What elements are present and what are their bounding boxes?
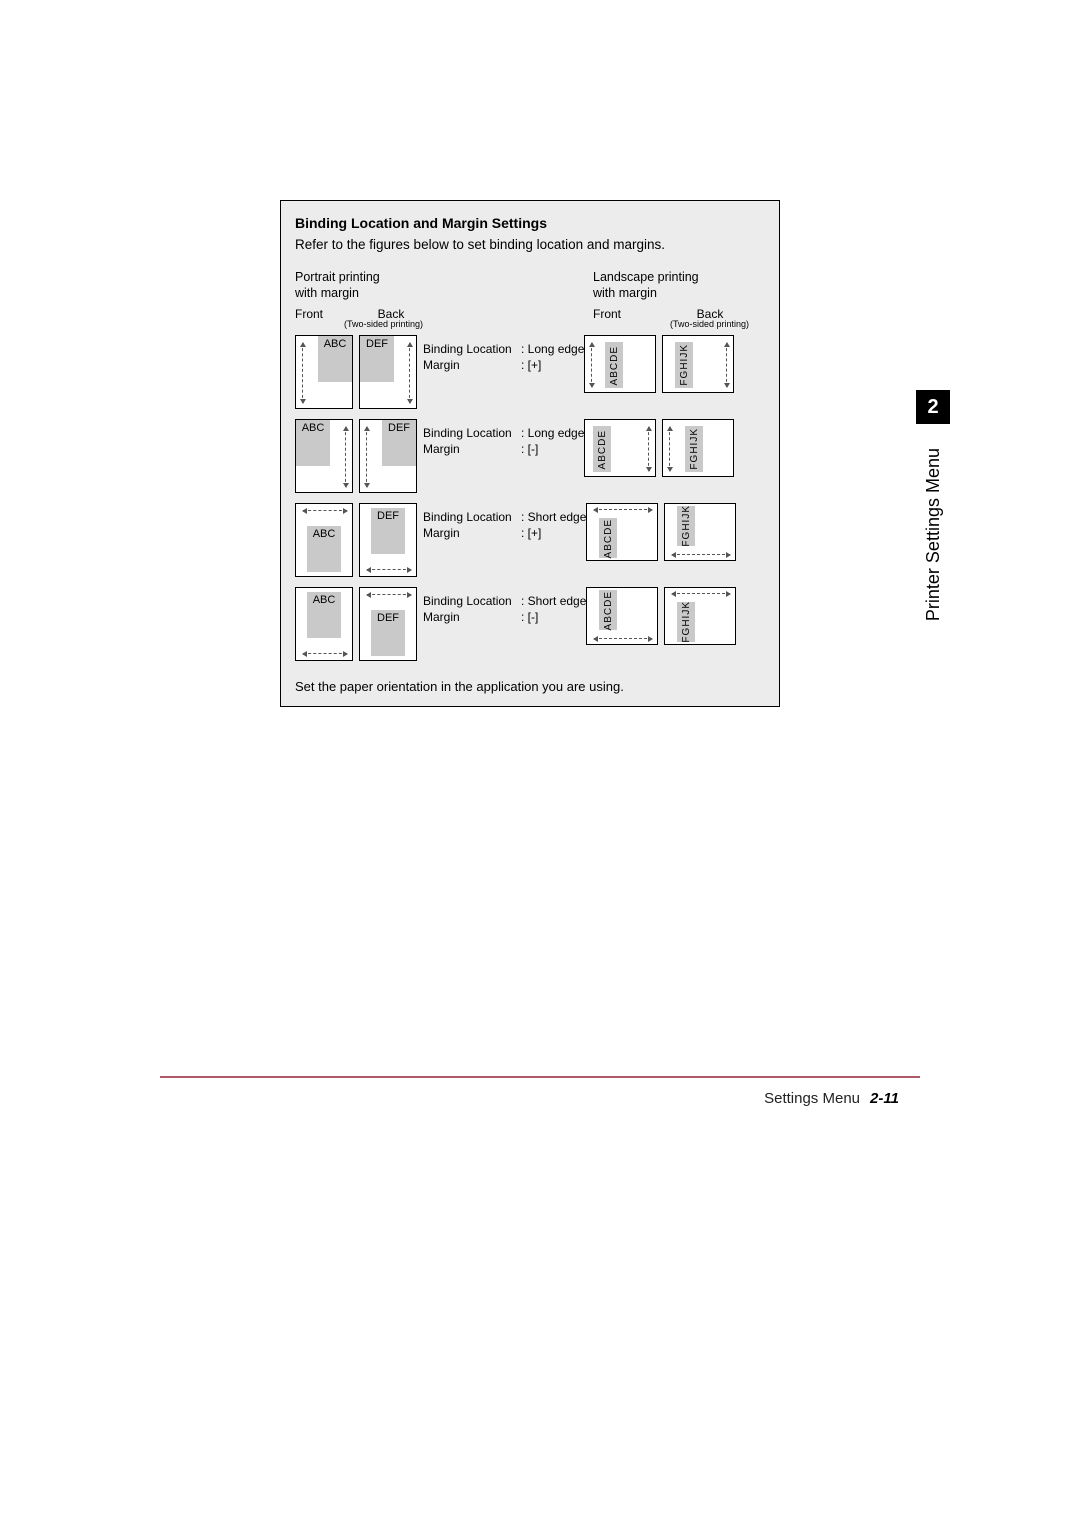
margin-value: [-] [528, 610, 539, 624]
text-block: ABCDE [599, 518, 617, 558]
column-heads: Portrait printing with margin Front Back… [295, 270, 765, 329]
margin-label: Margin [423, 525, 521, 541]
margin-arrow-icon [367, 569, 411, 570]
margin-label: Margin [423, 357, 521, 373]
text-block: DEF [382, 420, 416, 466]
page-content: Binding Location and Margin Settings Ref… [160, 0, 920, 1528]
margin-arrow-icon [303, 653, 347, 654]
binding-value: Short edge [528, 594, 587, 608]
margin-arrow-icon [672, 593, 730, 594]
landscape-head-line2: with margin [593, 286, 657, 300]
margin-arrow-icon [672, 554, 730, 555]
portrait-head-line1: Portrait printing [295, 270, 380, 284]
text-block: ABC [296, 420, 330, 466]
margin-arrow-icon [302, 343, 303, 403]
footer-page-number: 2-11 [870, 1090, 920, 1107]
text-block: ABCDE [599, 590, 617, 630]
portrait-head: Portrait printing with margin [295, 270, 423, 301]
row-desc: Binding Location: Short edge Margin: [-] [423, 587, 586, 625]
margin-arrow-icon [669, 427, 670, 471]
margin-arrow-icon [366, 427, 367, 487]
row-short-minus: ABC DEF Binding Location: Short edge Mar… [295, 587, 765, 661]
margin-value: [-] [528, 442, 539, 456]
margin-arrow-icon [726, 343, 727, 387]
text-block: ABC [307, 592, 341, 638]
portrait-front-sheet: ABC [295, 503, 353, 577]
portrait-back-sheet: DEF [359, 335, 417, 409]
margin-value: [+] [528, 358, 542, 372]
footer-rule [160, 1076, 920, 1078]
binding-value: Long edge [528, 342, 585, 356]
text-block: DEF [371, 508, 405, 554]
binding-value: Short edge [528, 510, 587, 524]
text-block: DEF [360, 336, 394, 382]
example-rows: ABC DEF Binding Location: Long edge Marg… [295, 335, 765, 661]
margin-arrow-icon [409, 343, 410, 403]
landscape-back-sheet: FGHIJK [664, 587, 736, 645]
row-desc: Binding Location: Long edge Margin: [-] [423, 419, 584, 457]
panel-note: Set the paper orientation in the applica… [295, 679, 765, 694]
portrait-back-sheet: DEF [359, 587, 417, 661]
text-block: ABCDE [593, 426, 611, 472]
margin-value: [+] [528, 526, 542, 540]
text-block: ABC [307, 526, 341, 572]
margin-arrow-icon [594, 509, 652, 510]
portrait-front-sheet: ABC [295, 587, 353, 661]
portrait-back-sheet: DEF [359, 419, 417, 493]
text-block: ABCDE [605, 342, 623, 388]
text-block: FGHIJK [677, 506, 695, 546]
chapter-label: Printer Settings Menu [916, 430, 950, 640]
binding-value: Long edge [528, 426, 585, 440]
margin-arrow-icon [303, 510, 347, 511]
portrait-front-sheet: ABC [295, 419, 353, 493]
landscape-back-sheet: FGHIJK [662, 335, 734, 393]
binding-label: Binding Location [423, 509, 521, 525]
text-block: FGHIJK [685, 426, 703, 472]
landscape-two-sided: (Two-sided printing) [593, 319, 749, 329]
row-desc: Binding Location: Long edge Margin: [+] [423, 335, 584, 373]
margin-label: Margin [423, 609, 521, 625]
landscape-back-sheet: FGHIJK [662, 419, 734, 477]
portrait-front-sheet: ABC [295, 335, 353, 409]
text-block: FGHIJK [675, 342, 693, 388]
text-block: FGHIJK [677, 602, 695, 642]
text-block: ABC [318, 336, 352, 382]
binding-label: Binding Location [423, 341, 521, 357]
margin-arrow-icon [591, 343, 592, 387]
row-long-minus: ABC DEF Binding Location: Long edge Marg… [295, 419, 765, 493]
margin-label: Margin [423, 441, 521, 457]
margin-arrow-icon [367, 594, 411, 595]
margin-arrow-icon [345, 427, 346, 487]
landscape-front-sheet: ABCDE [584, 419, 656, 477]
panel-subtitle: Refer to the figures below to set bindin… [295, 237, 765, 252]
binding-label: Binding Location [423, 593, 521, 609]
row-long-plus: ABC DEF Binding Location: Long edge Marg… [295, 335, 765, 409]
panel-title: Binding Location and Margin Settings [295, 215, 765, 231]
binding-panel: Binding Location and Margin Settings Ref… [280, 200, 780, 707]
portrait-two-sided: (Two-sided printing) [295, 319, 423, 329]
landscape-front-sheet: ABCDE [586, 587, 658, 645]
binding-label: Binding Location [423, 425, 521, 441]
landscape-head-line1: Landscape printing [593, 270, 699, 284]
row-short-plus: ABC DEF Binding Location: Short edge Mar… [295, 503, 765, 577]
chapter-tab: 2 [916, 390, 950, 424]
portrait-back-sheet: DEF [359, 503, 417, 577]
landscape-head: Landscape printing with margin [593, 270, 749, 301]
footer-section-label: Settings Menu [160, 1090, 860, 1107]
text-block: DEF [371, 610, 405, 656]
portrait-head-line2: with margin [295, 286, 359, 300]
landscape-front-sheet: ABCDE [584, 335, 656, 393]
landscape-back-sheet: FGHIJK [664, 503, 736, 561]
row-desc: Binding Location: Short edge Margin: [+] [423, 503, 586, 541]
margin-arrow-icon [648, 427, 649, 471]
landscape-front-sheet: ABCDE [586, 503, 658, 561]
margin-arrow-icon [594, 638, 652, 639]
